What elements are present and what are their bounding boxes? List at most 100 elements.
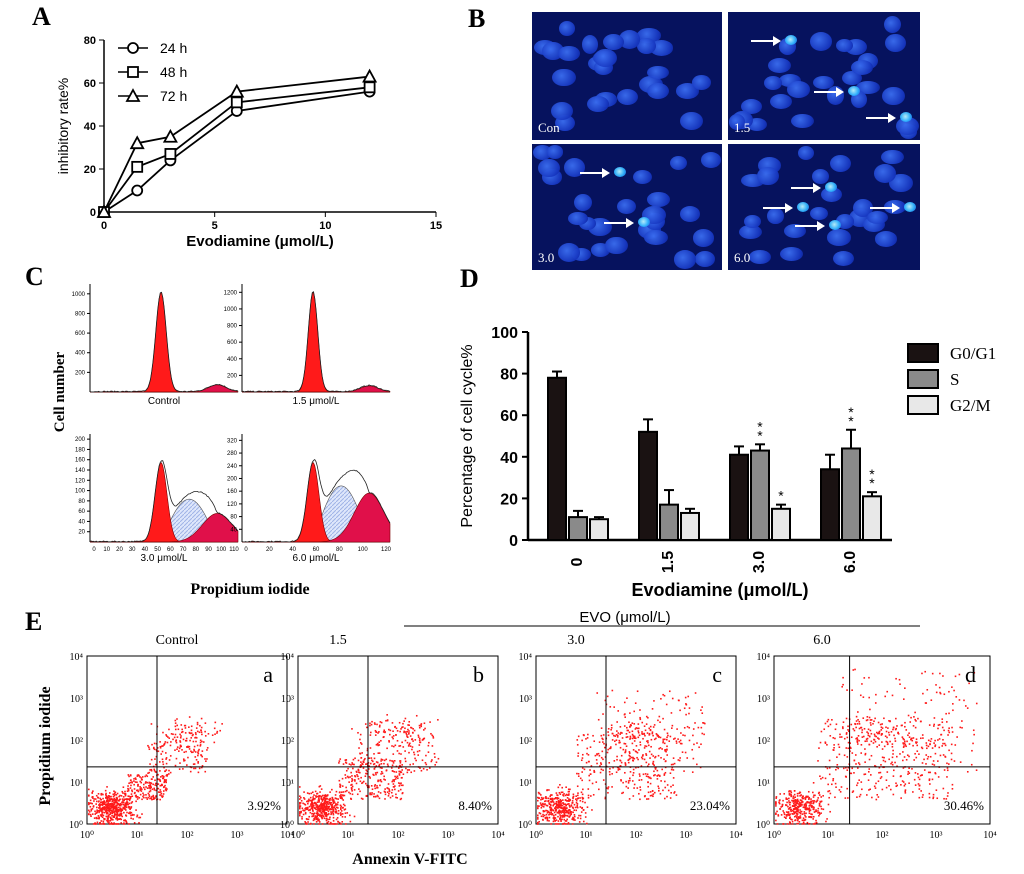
- event-dot: [944, 755, 946, 758]
- y-tick-label: 120: [227, 502, 238, 508]
- event-dot: [672, 763, 674, 766]
- event-dot: [609, 773, 611, 776]
- event-dot: [541, 798, 544, 800]
- event-dot: [581, 779, 583, 782]
- apoptotic-nucleus: [613, 166, 626, 177]
- event-dot: [576, 804, 579, 807]
- event-dot: [141, 813, 143, 815]
- event-dot: [567, 822, 570, 824]
- data-point-circle: [131, 184, 144, 197]
- event-dot: [934, 744, 937, 746]
- event-dot: [797, 808, 799, 811]
- event-dot: [163, 779, 166, 781]
- event-dot: [894, 728, 897, 731]
- event-dot: [129, 779, 132, 782]
- event-dot: [374, 723, 376, 726]
- event-dot: [874, 717, 876, 720]
- event-dot: [431, 745, 434, 747]
- event-dot: [814, 794, 816, 797]
- event-dot: [658, 715, 661, 718]
- event-dot: [647, 763, 650, 766]
- event-dot: [910, 738, 912, 741]
- event-dot: [539, 812, 542, 815]
- event-dot: [880, 729, 883, 731]
- event-dot: [369, 722, 371, 725]
- event-dot: [401, 769, 403, 771]
- event-dot: [657, 785, 660, 788]
- event-dot: [653, 738, 656, 741]
- event-dot: [904, 783, 907, 785]
- event-dot: [662, 740, 665, 742]
- event-dot: [917, 776, 920, 779]
- event-dot: [910, 737, 913, 740]
- event-dot: [375, 761, 378, 763]
- event-dot: [912, 725, 915, 727]
- event-dot: [112, 816, 115, 818]
- event-dot: [815, 821, 818, 824]
- event-dot: [349, 792, 352, 795]
- event-dot: [624, 716, 627, 718]
- event-dot: [153, 768, 156, 771]
- event-dot: [316, 804, 319, 807]
- event-dot: [598, 788, 600, 791]
- event-dot: [681, 751, 684, 753]
- event-dot: [105, 796, 108, 798]
- event-dot: [796, 798, 799, 801]
- cell-nucleus: [757, 166, 780, 186]
- event-dot: [929, 783, 931, 785]
- event-dot: [116, 811, 119, 814]
- event-dot: [541, 805, 544, 807]
- event-dot: [150, 768, 153, 771]
- event-dot: [975, 702, 978, 705]
- event-dot: [543, 803, 545, 806]
- event-dot: [631, 742, 634, 745]
- event-dot: [645, 775, 648, 778]
- event-dot: [622, 781, 624, 784]
- event-dot: [332, 799, 335, 801]
- event-dot: [371, 792, 373, 794]
- event-dot: [307, 800, 310, 803]
- event-dot: [907, 734, 909, 737]
- event-dot: [561, 810, 564, 812]
- event-dot: [308, 805, 311, 808]
- event-dot: [326, 798, 328, 800]
- event-dot: [788, 800, 790, 802]
- event-dot: [107, 814, 110, 817]
- event-dot: [398, 773, 401, 775]
- event-dot: [870, 732, 873, 735]
- event-dot: [341, 813, 344, 815]
- event-dot: [105, 815, 108, 818]
- event-dot: [614, 735, 617, 737]
- event-dot: [941, 721, 944, 724]
- event-dot: [407, 733, 410, 735]
- event-dot: [148, 748, 151, 751]
- event-dot: [609, 747, 612, 750]
- event-dot: [321, 807, 324, 809]
- event-dot: [397, 782, 400, 784]
- event-dot: [844, 775, 847, 778]
- event-dot: [189, 739, 191, 742]
- event-dot: [685, 703, 687, 705]
- event-dot: [908, 743, 911, 745]
- event-dot: [396, 750, 399, 752]
- event-dot: [318, 809, 321, 812]
- event-dot: [322, 803, 324, 805]
- event-dot: [579, 777, 582, 780]
- event-dot: [806, 808, 808, 811]
- event-dot: [163, 742, 166, 745]
- event-dot: [839, 736, 841, 738]
- event-dot: [100, 808, 103, 811]
- event-dot: [801, 796, 803, 799]
- event-dot: [975, 769, 978, 771]
- x-tick-label: 5: [212, 220, 218, 232]
- event-dot: [393, 760, 396, 762]
- event-dot: [565, 793, 568, 796]
- event-dot: [908, 767, 910, 770]
- event-dot: [667, 734, 669, 737]
- event-dot: [137, 790, 140, 793]
- event-dot: [306, 808, 309, 811]
- event-dot: [168, 737, 171, 739]
- event-dot: [352, 758, 355, 761]
- event-dot: [334, 794, 337, 796]
- event-dot: [118, 809, 121, 811]
